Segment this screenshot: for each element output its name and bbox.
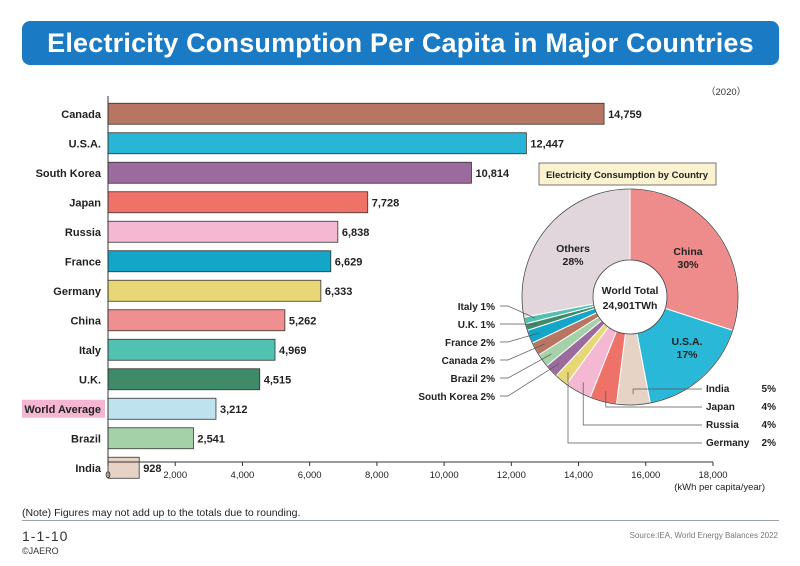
bar-value-russia: 6,838: [342, 227, 370, 239]
bar-label-india: India: [75, 463, 102, 475]
pie-outline: [521, 188, 739, 406]
leader-line-brazil: [500, 353, 552, 379]
pie-center-title: World Total: [602, 285, 659, 297]
pie-label-name-germany: Germany: [706, 438, 750, 449]
footer-divider: [22, 520, 779, 521]
bar-label-canada: Canada: [61, 109, 102, 121]
bar-value-world-average: 3,212: [220, 404, 248, 416]
leader-line-india: [632, 388, 702, 395]
leader-line-japan: [605, 391, 702, 408]
footnote: (Note) Figures may not add up to the tot…: [22, 507, 301, 519]
pie-inside-value-others: 28%: [562, 256, 584, 268]
pie-label-italy: Italy 1%: [458, 302, 495, 313]
bar-japan: [107, 191, 369, 214]
pie-inside-name-u-s-a: U.S.A.: [672, 336, 703, 348]
bar-value-italy: 4,969: [279, 345, 307, 357]
pie-title: Electricity Consumption by Country: [546, 170, 709, 181]
bar-label-u-k: U.K.: [79, 374, 101, 386]
pie-inside-name-others: Others: [556, 243, 590, 255]
bar-italy: [107, 338, 276, 361]
source-text: Source:IEA, World Energy Balances 2022: [629, 531, 778, 540]
pie-inside-value-china: 30%: [677, 259, 699, 271]
x-tick-label: 4,000: [231, 470, 255, 481]
pie-label-name-japan: Japan: [706, 402, 735, 413]
pie-center-hole: [592, 259, 668, 335]
leader-line-italy: [500, 305, 536, 319]
pie-inside-value-u-s-a: 17%: [676, 349, 698, 361]
leader-line-russia: [582, 382, 702, 426]
leader-line-canada: [500, 343, 545, 361]
x-tick-label: 18,000: [698, 470, 727, 481]
highlight-box-world-average: [22, 399, 105, 418]
pie-label-canada: Canada 2%: [442, 356, 495, 367]
leader-line-germany: [567, 371, 702, 444]
copyright: ©JAERO: [22, 546, 59, 556]
bar-label-russia: Russia: [65, 227, 102, 239]
x-tick-label: 8,000: [365, 470, 389, 481]
x-tick-label: 0: [105, 470, 110, 481]
pie-label-value-india: 5%: [762, 384, 777, 395]
x-tick-label: 6,000: [298, 470, 322, 481]
bar-china: [107, 309, 286, 332]
pie-label-name-russia: Russia: [706, 420, 739, 431]
leader-line-south-korea: [500, 363, 560, 397]
bar-france: [107, 250, 332, 273]
year-label: （2020）: [706, 87, 747, 98]
bar-india: [107, 456, 140, 479]
bar-u-s-a: [107, 132, 527, 155]
pie-label-south-korea: South Korea 2%: [418, 392, 495, 403]
pie-title-box: [538, 162, 717, 186]
pie-center-total: 24,901TWh: [603, 300, 658, 312]
pie-label-brazil: Brazil 2%: [451, 374, 496, 385]
leader-line-france: [500, 332, 540, 343]
pie-label-value-russia: 4%: [762, 420, 777, 431]
bar-brazil: [107, 427, 194, 450]
x-tick-label: 10,000: [430, 470, 459, 481]
bar-label-south-korea: South Korea: [36, 168, 102, 180]
bar-label-france: France: [65, 256, 101, 268]
bar-value-japan: 7,728: [372, 197, 400, 209]
pie-label-name-india: India: [706, 384, 730, 395]
bar-value-china: 5,262: [289, 315, 317, 327]
pie-label-value-germany: 2%: [762, 438, 777, 449]
bar-label-brazil: Brazil: [71, 433, 101, 445]
bar-value-u-s-a: 12,447: [530, 138, 564, 150]
bar-label-italy: Italy: [79, 345, 102, 357]
x-tick-label: 2,000: [163, 470, 187, 481]
bar-label-china: China: [70, 315, 101, 327]
bar-germany: [107, 279, 322, 302]
x-axis-unit-label: (kWh per capita/year): [674, 482, 765, 493]
pie-inside-name-china: China: [673, 246, 702, 258]
bar-value-brazil: 2,541: [197, 433, 225, 445]
bar-value-india: 928: [143, 463, 161, 475]
bar-label-japan: Japan: [69, 197, 101, 209]
pie-label-u-k: U.K. 1%: [458, 320, 495, 331]
pie-label-value-japan: 4%: [762, 402, 777, 413]
bar-south-korea: [107, 161, 472, 184]
pie-label-france: France 2%: [445, 338, 495, 349]
bar-russia: [107, 220, 339, 243]
bar-value-u-k: 4,515: [264, 374, 292, 386]
x-tick-label: 12,000: [497, 470, 526, 481]
bar-world-average: [107, 397, 217, 420]
bar-value-france: 6,629: [335, 256, 363, 268]
bar-canada: [107, 102, 605, 125]
bar-value-germany: 6,333: [325, 286, 353, 298]
bar-value-canada: 14,759: [608, 109, 642, 121]
bar-label-world-average: World Average: [24, 404, 101, 416]
figure-code: 1-1-10: [22, 528, 69, 544]
bar-value-south-korea: 10,814: [475, 168, 510, 180]
bar-label-germany: Germany: [53, 286, 102, 298]
bar-u-k: [107, 368, 261, 391]
x-tick-label: 14,000: [564, 470, 593, 481]
bar-label-u-s-a: U.S.A.: [69, 138, 101, 150]
page-title: Electricity Consumption Per Capita in Ma…: [22, 21, 779, 65]
x-tick-label: 16,000: [631, 470, 660, 481]
